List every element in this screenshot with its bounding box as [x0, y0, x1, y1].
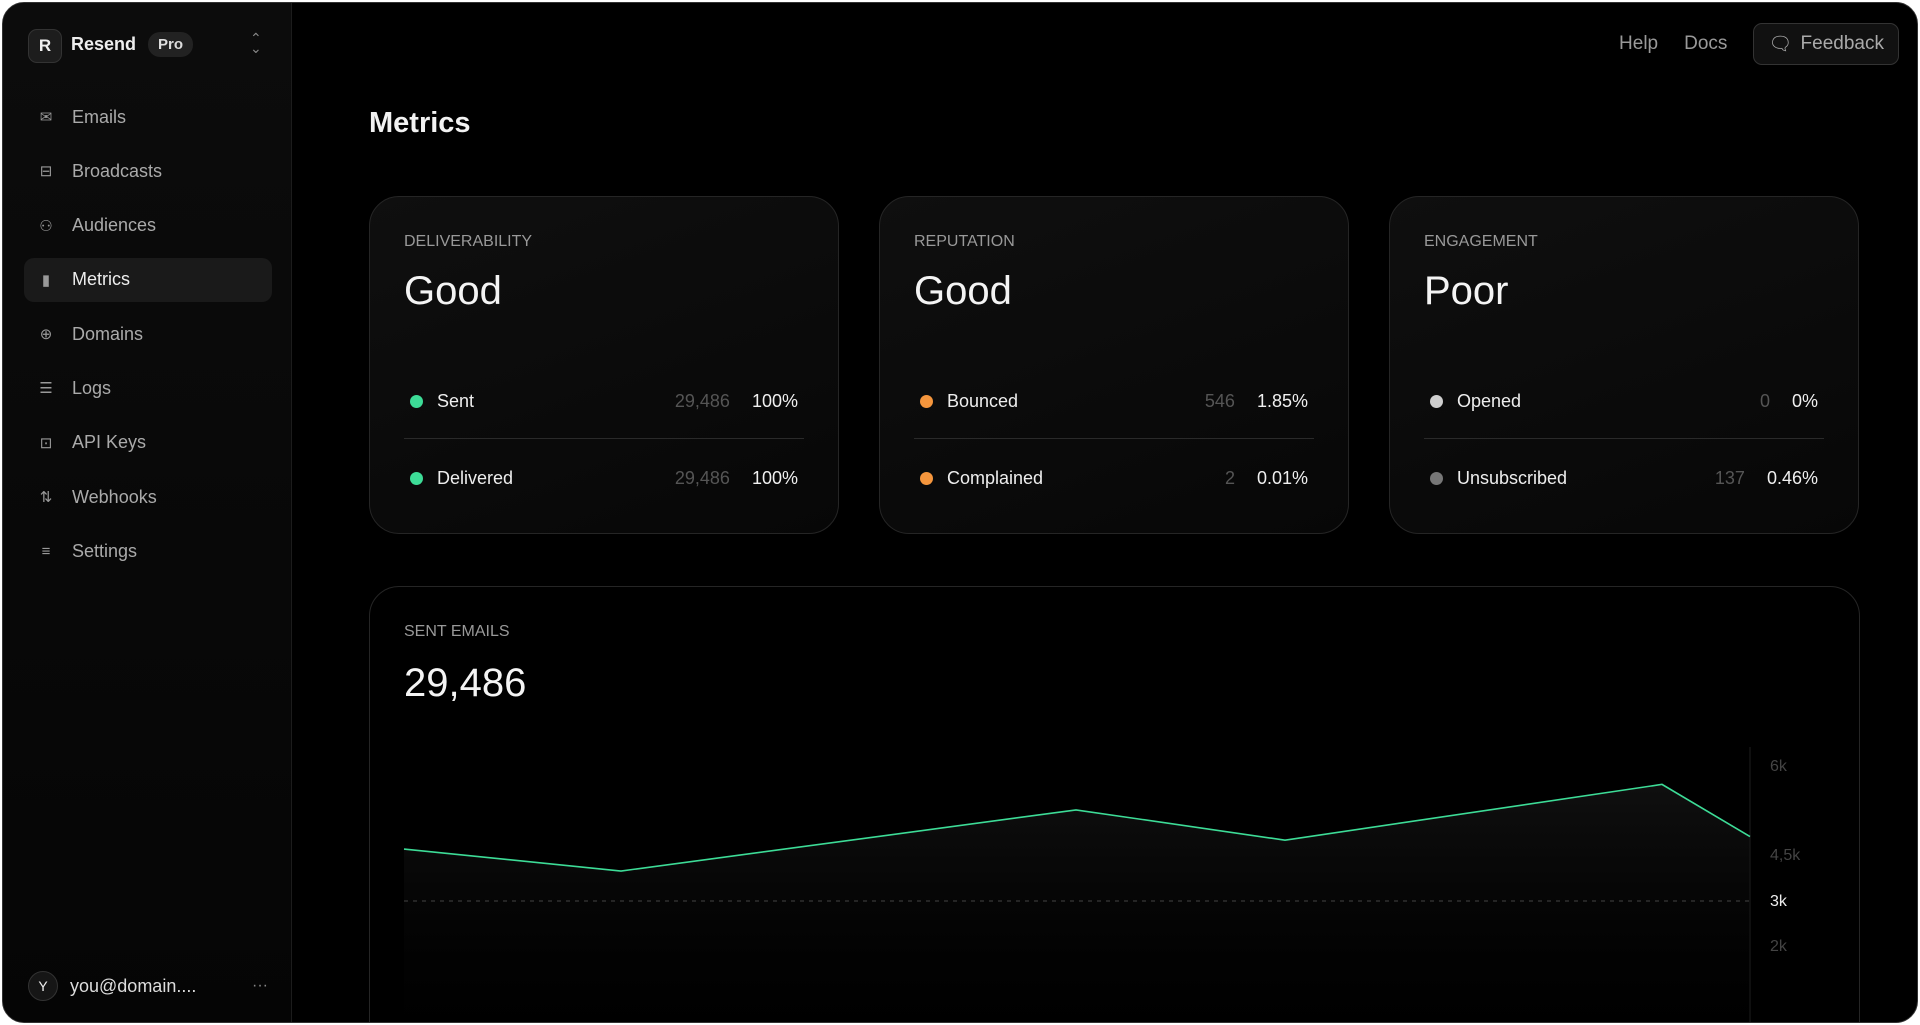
- docs-link[interactable]: Docs: [1684, 33, 1728, 54]
- plan-badge: Pro: [148, 32, 194, 57]
- help-link[interactable]: Help: [1619, 33, 1659, 54]
- deliverability-card: DELIVERABILITY Good Sent 29,486 100% Delivere…: [369, 196, 839, 534]
- inbox-icon: ⊟: [39, 163, 53, 181]
- metric-count: 2: [1224, 467, 1235, 488]
- reputation-card: REPUTATION Good Bounced 546 1.85% Complained 2…: [879, 196, 1349, 534]
- avatar: Y: [28, 971, 58, 1001]
- sent-emails-card: 6k 4,5k 3k 2k SENT EMAILS 29,486: [369, 586, 1860, 1022]
- message-icon: 🗨: [1768, 34, 1793, 55]
- y-tick-label: 4,5k: [1770, 847, 1801, 864]
- metric-row: Sent 29,486 100%: [404, 381, 804, 421]
- resend-logo: R: [28, 29, 62, 63]
- metric-name: Bounced: [947, 390, 1019, 411]
- y-tick-label: 6k: [1770, 758, 1788, 775]
- bar-chart-icon: ▮: [41, 271, 51, 289]
- metric-name: Unsubscribed: [1457, 467, 1568, 488]
- metric-percent: 0.01%: [1256, 467, 1308, 488]
- page-title: Metrics: [369, 107, 471, 139]
- sidebar-item-webhooks[interactable]: ⇅ Webhooks: [24, 475, 272, 519]
- chevron-up-down-icon[interactable]: ⌃ ⌄: [250, 30, 262, 56]
- divider: [1424, 438, 1824, 439]
- sidebar-nav: ✉ Emails ⊟ Broadcasts ⚇ Audiences ▮ Metrics ⊕ Dom…: [24, 95, 272, 584]
- sidebar-item-label: Broadcasts: [72, 160, 163, 181]
- status-dot: [410, 394, 423, 408]
- sidebar-item-label: Webhooks: [72, 486, 157, 507]
- top-bar: Help Docs 🗨 Feedback: [1619, 23, 1899, 65]
- card-status: Poor: [1424, 269, 1509, 313]
- metric-row: Opened 0 0%: [1424, 381, 1824, 421]
- status-dot: [410, 471, 423, 485]
- metric-row: Complained 2 0.01%: [914, 458, 1314, 498]
- card-label: REPUTATION: [914, 233, 1015, 250]
- status-dot: [920, 394, 933, 408]
- arrows-icon: ⇅: [39, 489, 53, 507]
- sidebar-item-label: Metrics: [72, 269, 130, 290]
- metric-name: Sent: [437, 390, 475, 411]
- sent-emails-chart: 6k 4,5k 3k 2k: [403, 747, 1801, 1022]
- metric-count: 0: [1759, 390, 1770, 411]
- metric-percent: 0.46%: [1766, 467, 1818, 488]
- y-tick-label: 3k: [1770, 893, 1788, 910]
- metric-count: 29,486: [674, 390, 730, 411]
- status-dot: [920, 471, 933, 485]
- team-name[interactable]: Resend: [71, 34, 137, 54]
- metric-name: Complained: [947, 467, 1044, 488]
- metric-percent: 100%: [751, 467, 798, 488]
- metric-row: Bounced 546 1.85%: [914, 381, 1314, 421]
- user-menu[interactable]: Y you@domain.... ···: [28, 971, 268, 1001]
- status-dot: [1430, 394, 1443, 408]
- status-dot: [1430, 471, 1443, 485]
- lock-icon: ⊡: [39, 434, 53, 452]
- metric-row: Delivered 29,486 100%: [404, 458, 804, 498]
- user-email: you@domain....: [70, 975, 197, 996]
- users-icon: ⚇: [39, 217, 53, 235]
- sent-emails-value: 29,486: [404, 661, 527, 705]
- sidebar-item-label: Emails: [72, 106, 127, 127]
- metric-count: 546: [1204, 390, 1235, 411]
- sidebar-item-emails[interactable]: ✉ Emails: [24, 95, 272, 139]
- sidebar-item-label: Logs: [72, 377, 112, 398]
- sent-emails-label: SENT EMAILS: [404, 623, 510, 640]
- more-icon[interactable]: ···: [252, 977, 268, 994]
- feedback-label: Feedback: [1800, 33, 1884, 54]
- sidebar-item-audiences[interactable]: ⚇ Audiences: [24, 204, 272, 248]
- sidebar-item-label: Audiences: [72, 215, 157, 236]
- globe-icon: ⊕: [39, 326, 53, 344]
- divider: [404, 438, 804, 439]
- card-status: Good: [914, 269, 1012, 313]
- engagement-card: ENGAGEMENT Poor Opened 0 0% Unsubscribed 137 0.…: [1389, 196, 1859, 534]
- sidebar-item-label: API Keys: [72, 432, 147, 453]
- sidebar-item-broadcasts[interactable]: ⊟ Broadcasts: [24, 149, 272, 193]
- sidebar-item-logs[interactable]: ☰ Logs: [24, 366, 272, 410]
- metric-count: 137: [1714, 467, 1745, 488]
- divider: [914, 438, 1314, 439]
- feedback-button[interactable]: 🗨 Feedback: [1753, 23, 1899, 65]
- y-tick-label: 2k: [1770, 938, 1788, 955]
- metric-percent: 1.85%: [1256, 390, 1308, 411]
- metric-percent: 100%: [751, 390, 798, 411]
- metric-percent: 0%: [1791, 390, 1818, 411]
- sidebar-item-settings[interactable]: ≡ Settings: [24, 529, 272, 573]
- sidebar-item-api-keys[interactable]: ⊡ API Keys: [24, 421, 272, 465]
- metric-row: Unsubscribed 137 0.46%: [1424, 458, 1824, 498]
- metric-count: 29,486: [674, 467, 730, 488]
- sidebar-item-label: Settings: [72, 540, 138, 561]
- sidebar-item-label: Domains: [72, 323, 144, 344]
- metric-name: Delivered: [437, 467, 514, 488]
- card-label: DELIVERABILITY: [404, 233, 533, 250]
- sidebar-item-domains[interactable]: ⊕ Domains: [24, 312, 272, 356]
- mail-icon: ✉: [39, 109, 53, 126]
- sliders-icon: ≡: [41, 542, 51, 560]
- sidebar: R Resend Pro ⌃ ⌄ ✉ Emails ⊟ Broadcasts ⚇ Audie…: [3, 3, 292, 1022]
- logs-icon: ☰: [39, 380, 53, 398]
- card-status: Good: [404, 269, 502, 313]
- area-fill: [404, 784, 1750, 1022]
- sidebar-item-metrics[interactable]: ▮ Metrics: [24, 257, 272, 302]
- metric-name: Opened: [1457, 390, 1522, 411]
- series-line: [403, 783, 1751, 872]
- card-label: ENGAGEMENT: [1424, 233, 1538, 250]
